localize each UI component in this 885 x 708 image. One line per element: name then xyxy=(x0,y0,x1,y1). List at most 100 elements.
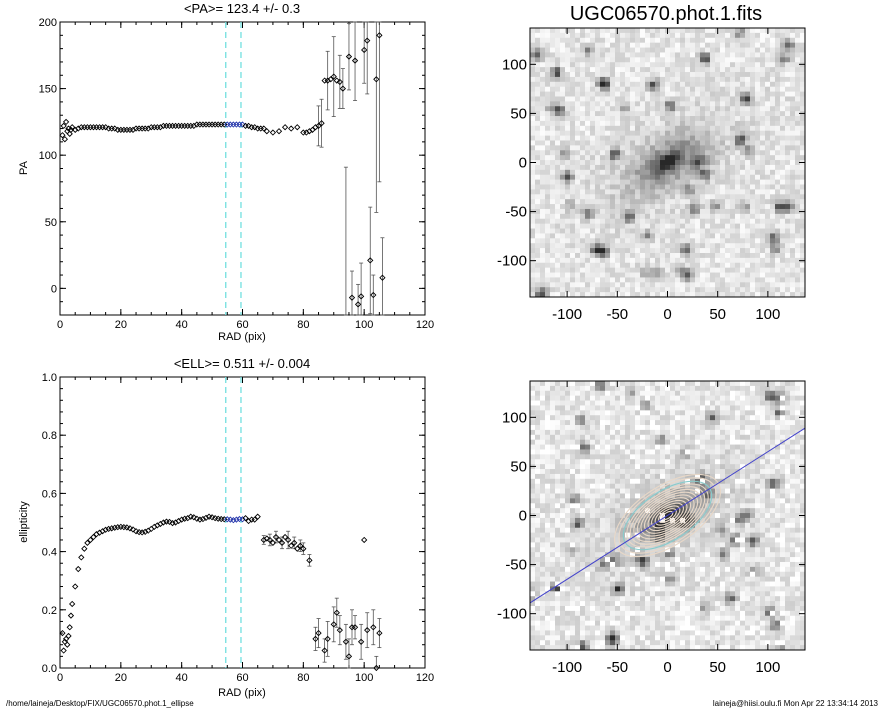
image-pixel xyxy=(530,508,536,514)
image-pixel xyxy=(640,478,646,485)
image-pixel xyxy=(765,52,771,58)
image-pixel xyxy=(695,42,701,48)
image-pixel xyxy=(570,199,576,205)
image-pixel xyxy=(630,164,636,171)
image-pixel xyxy=(595,91,601,97)
image-pixel xyxy=(560,576,566,582)
image-pixel xyxy=(630,208,636,215)
image-pixel xyxy=(630,101,636,107)
image-pixel xyxy=(540,130,546,136)
image-pixel xyxy=(640,439,646,445)
image-pixel xyxy=(775,145,781,151)
image-pixel xyxy=(615,640,621,646)
image-pixel xyxy=(575,257,581,264)
image-pixel xyxy=(790,169,796,176)
image-pixel xyxy=(540,620,546,626)
image-pixel xyxy=(760,218,766,225)
image-pixel xyxy=(630,561,636,568)
image-pixel xyxy=(640,390,646,397)
image-pixel xyxy=(540,248,546,254)
image-pixel xyxy=(735,228,741,234)
image-pixel xyxy=(605,37,611,44)
image-pixel xyxy=(720,96,726,102)
image-pixel xyxy=(590,292,596,298)
image-pixel xyxy=(565,381,571,387)
image-pixel xyxy=(595,106,601,112)
image-pixel xyxy=(560,189,566,195)
image-pixel xyxy=(565,179,571,185)
image-pixel xyxy=(570,248,576,254)
image-pixel xyxy=(735,155,741,161)
profile-point xyxy=(199,515,207,523)
image-pixel xyxy=(595,405,601,411)
image-pixel xyxy=(635,591,641,597)
image-pixel xyxy=(595,272,601,278)
image-pixel xyxy=(685,248,691,254)
image-pixel xyxy=(650,267,656,273)
image-pixel xyxy=(585,282,591,288)
image-pixel xyxy=(610,189,616,195)
image-pixel xyxy=(610,513,616,519)
image-pixel xyxy=(615,243,621,249)
image-pixel xyxy=(690,238,696,244)
image-pixel xyxy=(535,76,541,83)
image-pixel xyxy=(625,591,631,597)
image-pixel xyxy=(585,561,591,568)
image-pixel xyxy=(560,532,566,538)
image-pixel xyxy=(645,145,651,151)
image-pixel xyxy=(530,601,536,607)
image-pixel xyxy=(585,28,591,34)
image-pixel xyxy=(650,57,656,63)
image-pixel xyxy=(675,233,681,239)
image-pixel xyxy=(595,635,601,641)
image-pixel xyxy=(580,605,586,612)
image-pixel xyxy=(680,42,686,48)
image-pixel xyxy=(600,208,606,215)
image-pixel xyxy=(560,194,566,200)
image-pixel xyxy=(560,169,566,176)
image-pixel xyxy=(540,547,546,553)
image-pixel xyxy=(635,135,641,141)
image-pixel xyxy=(690,257,696,264)
image-pixel xyxy=(735,111,741,117)
image-pixel xyxy=(795,101,801,107)
image-pixel xyxy=(795,287,801,293)
image-pixel xyxy=(535,125,541,132)
image-pixel xyxy=(715,42,721,48)
image-pixel xyxy=(760,277,766,283)
image-pixel xyxy=(580,454,586,460)
image-pixel xyxy=(535,640,541,646)
image-pixel xyxy=(545,62,551,68)
image-pixel xyxy=(610,429,616,436)
image-pixel xyxy=(725,125,731,132)
image-pixel xyxy=(625,86,631,92)
image-pixel xyxy=(780,62,786,68)
image-pixel xyxy=(635,645,641,651)
image-pixel xyxy=(560,444,566,450)
image-pixel xyxy=(645,62,651,68)
image-pixel xyxy=(780,238,786,244)
image-pixel xyxy=(645,400,651,406)
image-pixel xyxy=(530,478,536,485)
image-pixel xyxy=(570,395,576,401)
image-pixel xyxy=(765,72,771,78)
image-pixel xyxy=(685,292,691,298)
image-pixel xyxy=(540,257,546,264)
image-pixel xyxy=(715,145,721,151)
image-pixel xyxy=(605,390,611,397)
image-pixel xyxy=(550,223,556,229)
image-pixel xyxy=(790,292,796,298)
image-pixel xyxy=(565,96,571,102)
image-pixel xyxy=(615,415,621,421)
image-pixel xyxy=(590,566,596,573)
image-pixel xyxy=(660,96,666,102)
ellipticity-plot-title: <ELL>= 0.511 +/- 0.004 xyxy=(174,356,310,371)
image-pixel xyxy=(600,385,606,392)
image-pixel xyxy=(655,164,661,171)
image-pixel xyxy=(600,517,606,524)
image-pixel xyxy=(775,47,781,53)
image-pixel xyxy=(775,228,781,234)
image-pixel xyxy=(545,449,551,455)
image-pixel xyxy=(745,42,751,48)
image-pixel xyxy=(560,145,566,151)
